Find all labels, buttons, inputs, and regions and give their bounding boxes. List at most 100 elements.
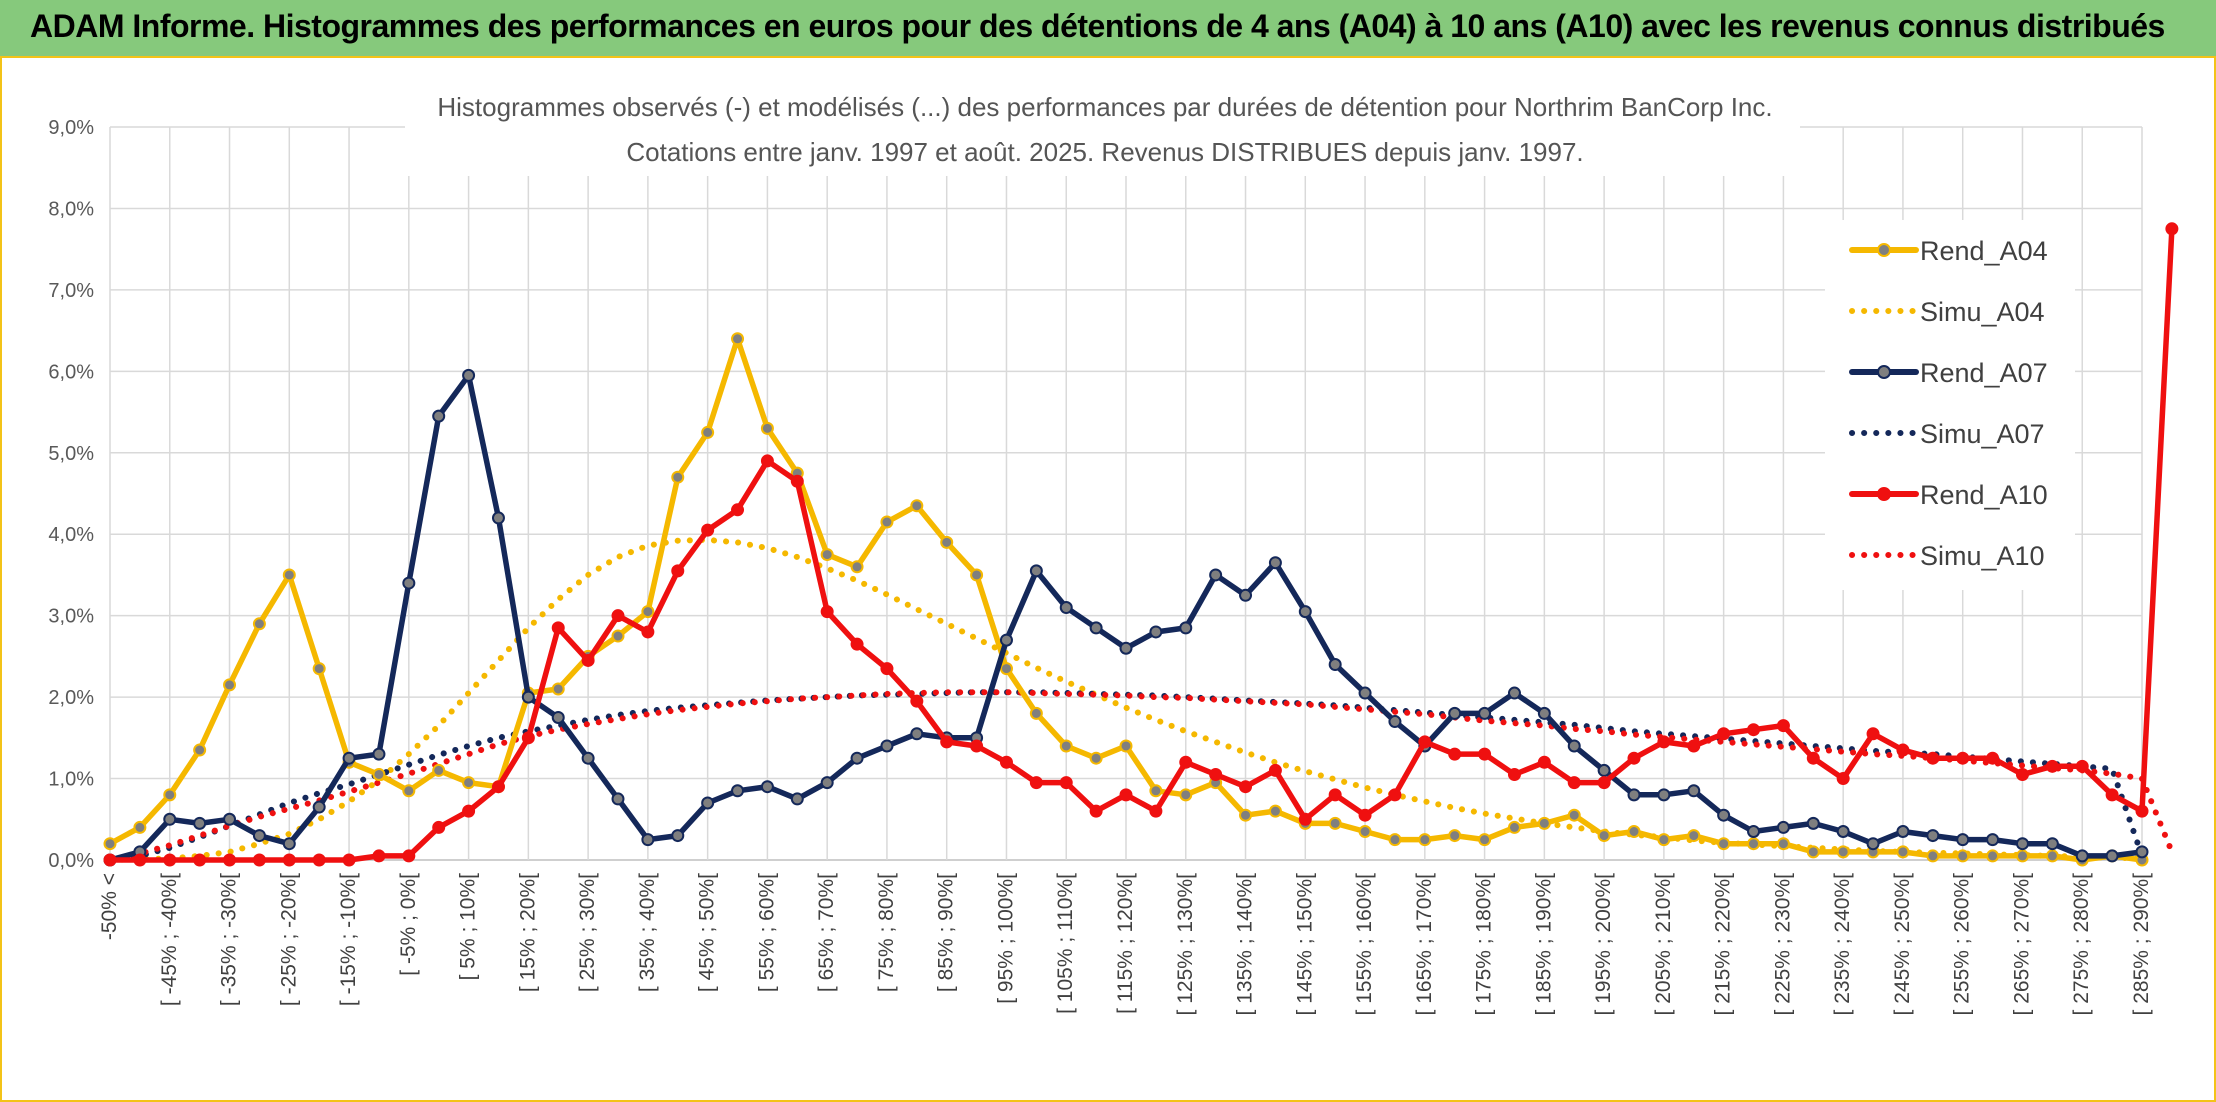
data-point	[372, 747, 386, 761]
data-point	[2165, 222, 2179, 236]
data-point	[910, 694, 924, 708]
data-point	[1687, 784, 1701, 798]
series-line-Rend_A10	[107, 226, 2175, 863]
data-point	[970, 568, 984, 582]
data-point	[1717, 837, 1731, 851]
data-point	[611, 792, 625, 806]
data-point	[1657, 833, 1671, 847]
data-point	[432, 763, 446, 777]
data-point	[1507, 820, 1521, 834]
page-title: ADAM Informe. Histogrammes des performan…	[30, 8, 2165, 44]
y-tick-label: 3,0%	[48, 606, 94, 628]
data-point	[999, 662, 1013, 676]
data-point	[1268, 763, 1282, 777]
data-point	[1866, 837, 1880, 851]
data-point	[731, 332, 745, 346]
data-point	[731, 784, 745, 798]
legend-label-Rend_A10: Rend_A10	[1920, 480, 2048, 510]
data-point	[1089, 804, 1103, 818]
legend-label-Rend_A07: Rend_A07	[1920, 358, 2048, 388]
data-point	[1298, 812, 1312, 826]
data-point	[2075, 849, 2089, 863]
data-point	[820, 776, 834, 790]
y-tick-label: 4,0%	[48, 524, 94, 546]
data-point	[521, 731, 535, 745]
data-point	[1926, 829, 1940, 843]
data-point	[1418, 735, 1432, 749]
x-tick-label: -50% <	[98, 873, 121, 940]
data-point	[193, 816, 207, 830]
data-point	[1567, 808, 1581, 822]
data-point	[1836, 845, 1850, 859]
y-tick-label: 8,0%	[48, 198, 94, 220]
data-point	[581, 653, 595, 667]
y-tick-label: 6,0%	[48, 361, 94, 383]
data-point	[252, 829, 266, 843]
data-point	[1149, 784, 1163, 798]
x-tick-label: [ 125% ; 130%[	[1174, 873, 1197, 1016]
data-point	[2105, 788, 2119, 802]
data-point	[2075, 759, 2089, 773]
data-point	[701, 425, 715, 439]
data-point	[1059, 776, 1073, 790]
data-point	[641, 605, 655, 619]
data-point	[970, 739, 984, 753]
x-tick-label: [ 45% ; 50%[	[696, 873, 719, 992]
x-tick-label: [ -45% ; -40%[	[158, 873, 181, 1006]
data-point	[671, 564, 685, 578]
data-point	[1896, 743, 1910, 757]
data-point	[462, 804, 476, 818]
data-point	[193, 853, 207, 867]
data-point	[1239, 588, 1253, 602]
x-tick-label: [ 85% ; 90%[	[935, 873, 958, 992]
data-point	[1776, 820, 1790, 834]
data-point	[1866, 727, 1880, 741]
data-point	[223, 853, 237, 867]
data-point	[133, 853, 147, 867]
chart-subtitle: Cotations entre janv. 1997 et août. 2025…	[626, 137, 1583, 167]
data-point	[820, 548, 834, 562]
y-axis: 0,0% 1,0% 2,0% 3,0% 4,0% 5,0% 6,0% 7,0% 8,0% 9,0%	[48, 117, 94, 872]
data-point	[1537, 755, 1551, 769]
title-background	[405, 86, 1800, 176]
data-point	[1328, 816, 1342, 830]
data-point	[252, 853, 266, 867]
data-point	[760, 780, 774, 794]
x-tick-label: [ 55% ; 60%[	[755, 873, 778, 992]
data-point	[282, 853, 296, 867]
data-point	[1747, 824, 1761, 838]
data-point	[491, 780, 505, 794]
data-point	[1029, 564, 1043, 578]
data-point	[1747, 723, 1761, 737]
data-point	[1567, 776, 1581, 790]
data-point	[1687, 739, 1701, 753]
data-point	[1239, 808, 1253, 822]
x-tick-label: [ 235% ; 240%[	[1831, 873, 1854, 1016]
chart-frame	[0, 58, 2216, 1102]
data-point	[611, 629, 625, 643]
data-point	[611, 609, 625, 623]
data-point	[521, 690, 535, 704]
data-point	[790, 792, 804, 806]
data-point	[1986, 833, 2000, 847]
data-point	[1089, 621, 1103, 635]
x-tick-label: [ -15% ; -10%[	[337, 873, 360, 1006]
data-point	[163, 788, 177, 802]
data-point	[312, 853, 326, 867]
data-point	[372, 767, 386, 781]
data-point	[2015, 849, 2029, 863]
series-line-Simu_A04	[107, 536, 2145, 863]
legend-label-Simu_A04: Simu_A04	[1920, 297, 2045, 327]
data-point	[1657, 735, 1671, 749]
chart-title: Histogrammes observés (-) et modélisés (…	[437, 92, 1772, 122]
data-point	[1328, 788, 1342, 802]
page-header: ADAM Informe. Histogrammes des performan…	[0, 0, 2216, 58]
legend: Rend_A04 Simu_A04 Rend_A07 Simu_A07 Rend_A10…	[1825, 220, 2075, 590]
data-point	[462, 776, 476, 790]
data-point	[1239, 780, 1253, 794]
data-point	[1149, 625, 1163, 639]
data-point	[491, 511, 505, 525]
data-point	[1776, 719, 1790, 733]
data-point	[402, 576, 416, 590]
data-point	[342, 853, 356, 867]
